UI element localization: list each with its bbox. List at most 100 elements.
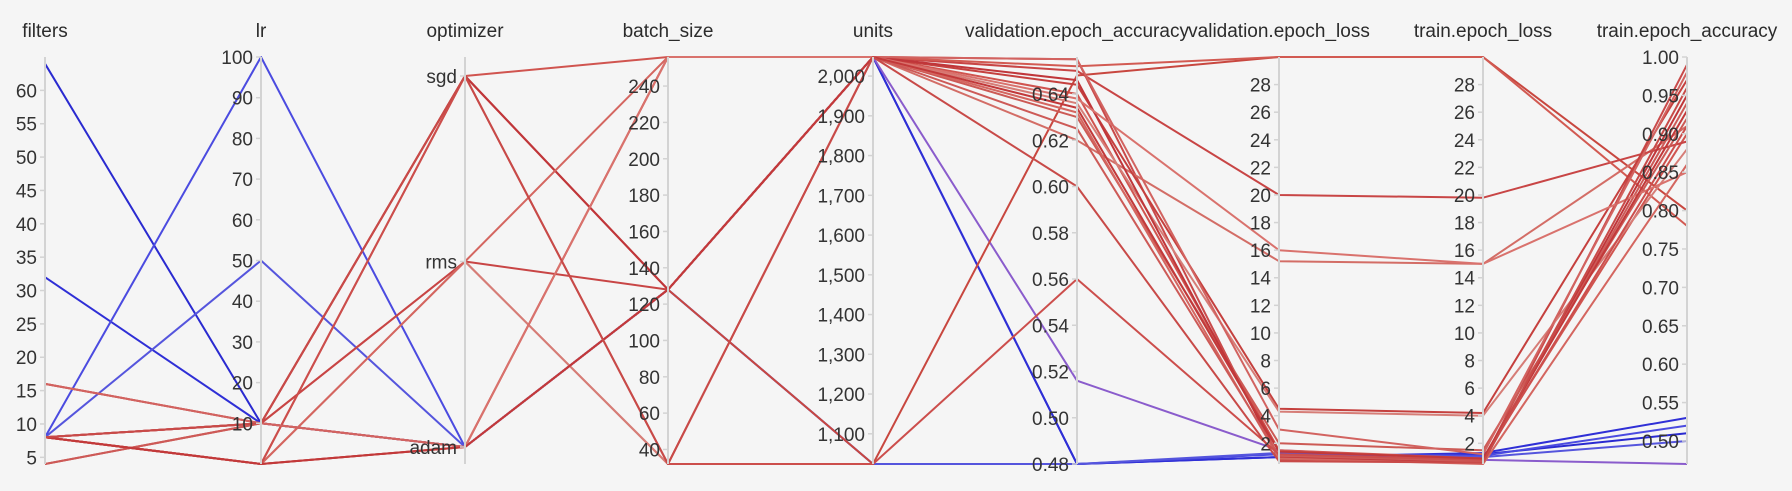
tick-label: 40 — [232, 292, 253, 313]
series-line-5 — [44, 56, 1688, 463]
tick-label: 0.60 — [1642, 355, 1679, 376]
tick-label: 26 — [1250, 103, 1271, 124]
tick-label: 0.55 — [1642, 394, 1679, 415]
tick-label: 1.00 — [1642, 48, 1679, 69]
tick-label: 12 — [1250, 296, 1271, 317]
tick-label: 0.85 — [1642, 163, 1679, 184]
tick-label: 10 — [16, 415, 37, 436]
tick-label: rms — [425, 253, 457, 274]
tick-label: 60 — [639, 404, 660, 425]
tick-label: 0.64 — [1032, 85, 1069, 106]
series-line-18 — [44, 75, 1688, 465]
tick-label: 100 — [628, 331, 660, 352]
axis-title: batch_size — [623, 21, 714, 42]
axis-title: train.epoch_accuracy — [1597, 21, 1778, 42]
tick-label: 220 — [628, 113, 660, 134]
tick-label: 200 — [628, 150, 660, 171]
tick-label: 20 — [16, 348, 37, 369]
tick-label: 18 — [1454, 214, 1475, 235]
tick-label: 0.52 — [1032, 363, 1069, 384]
tick-label: 140 — [628, 259, 660, 280]
axis-train_epoch_accuracy: train.epoch_accuracy 0.50 0.55 0.60 0.65 0.70… — [1597, 21, 1778, 464]
tick-label: 0.70 — [1642, 278, 1679, 299]
axis-title: validation.epoch_loss — [1188, 21, 1370, 42]
tick-label: 0.62 — [1032, 131, 1069, 152]
tick-label: 26 — [1454, 103, 1475, 124]
tick-label: 0.80 — [1642, 202, 1679, 223]
tick-label: 4 — [1464, 407, 1475, 428]
tick-label: 28 — [1250, 76, 1271, 97]
tick-label: 1,800 — [817, 147, 865, 168]
axis-optimizer: optimizer sgd rms adam — [409, 21, 504, 464]
tick-label: 20 — [1250, 186, 1271, 207]
tick-label: 1,300 — [817, 345, 865, 366]
tick-label: 16 — [1454, 241, 1475, 262]
tick-label: 10 — [232, 414, 253, 435]
tick-label: 0.56 — [1032, 270, 1069, 291]
tick-label: 0.58 — [1032, 224, 1069, 245]
tick-label: 45 — [16, 181, 37, 202]
tick-label: 180 — [628, 186, 660, 207]
tick-label: 16 — [1250, 241, 1271, 262]
tick-label: 100 — [221, 48, 253, 69]
tick-label: 1,200 — [817, 385, 865, 406]
tick-label: 1,700 — [817, 186, 865, 207]
tick-label: 80 — [639, 368, 660, 389]
tick-label: 15 — [16, 382, 37, 403]
tick-label: 0.50 — [1032, 409, 1069, 430]
axis-title: optimizer — [426, 21, 504, 42]
tick-label: 30 — [16, 282, 37, 303]
tick-label: 22 — [1454, 158, 1475, 179]
axis-validation_epoch_accuracy: validation.epoch_accuracy 0.48 0.50 0.52 0.5… — [965, 21, 1189, 476]
axis-lr: lr 10 20 30 40 50 60 70 80 90 100 — [221, 21, 267, 464]
tick-label: 6 — [1464, 379, 1475, 400]
axis-validation_epoch_loss: validation.epoch_loss2468101214161820222… — [1188, 21, 1370, 464]
tick-label: 6 — [1260, 379, 1271, 400]
tick-label: 12 — [1454, 296, 1475, 317]
axis-filters: filters 5 10 15 20 25 30 35 40 45 50 55 60 — [16, 21, 68, 469]
tick-label: 120 — [628, 295, 660, 316]
tick-label: 0.90 — [1642, 125, 1679, 146]
tick-label: 1,600 — [817, 226, 865, 247]
tick-label: 1,900 — [817, 107, 865, 128]
tick-label: 22 — [1250, 158, 1271, 179]
tick-label: 55 — [16, 115, 37, 136]
tick-label: 0.75 — [1642, 240, 1679, 261]
tick-label: 18 — [1250, 214, 1271, 235]
tick-label: 0.95 — [1642, 86, 1679, 107]
tick-label: 24 — [1250, 131, 1272, 152]
tick-label: 1,500 — [817, 266, 865, 287]
tick-label: 0.50 — [1642, 432, 1679, 453]
tick-label: 35 — [16, 248, 37, 269]
tick-label: 24 — [1454, 131, 1476, 152]
tick-label: 8 — [1260, 352, 1271, 373]
axis-title: validation.epoch_accuracy — [965, 21, 1189, 42]
tick-label: 1,100 — [817, 425, 865, 446]
tick-label: 60 — [16, 81, 37, 102]
tick-label: 50 — [232, 252, 253, 273]
tick-label: 10 — [1250, 324, 1271, 345]
series-line-14 — [44, 56, 1688, 464]
tick-label: 28 — [1454, 76, 1475, 97]
axis-title: filters — [22, 21, 67, 42]
tick-label: 0.65 — [1642, 317, 1679, 338]
tick-label: 14 — [1454, 269, 1476, 290]
series-lines — [44, 56, 1688, 465]
tick-label: 0.54 — [1032, 316, 1069, 337]
tick-label: 40 — [639, 440, 660, 461]
tick-label: 25 — [16, 315, 37, 336]
tick-label: 0.60 — [1032, 178, 1069, 199]
tick-label: 20 — [1454, 186, 1475, 207]
tick-label: 240 — [628, 77, 660, 98]
tick-label: 14 — [1250, 269, 1272, 290]
tick-label: 30 — [232, 333, 253, 354]
tick-label: 80 — [232, 129, 253, 150]
axis-title: train.epoch_loss — [1414, 21, 1552, 42]
tick-label: 20 — [232, 374, 253, 395]
tick-label: 8 — [1464, 352, 1475, 373]
axis-batch_size: batch_size 40 60 80 100 120 140 160 180 200 220 240 — [623, 21, 714, 464]
tick-label: 2 — [1260, 434, 1271, 455]
tick-label: 1,400 — [817, 306, 865, 327]
